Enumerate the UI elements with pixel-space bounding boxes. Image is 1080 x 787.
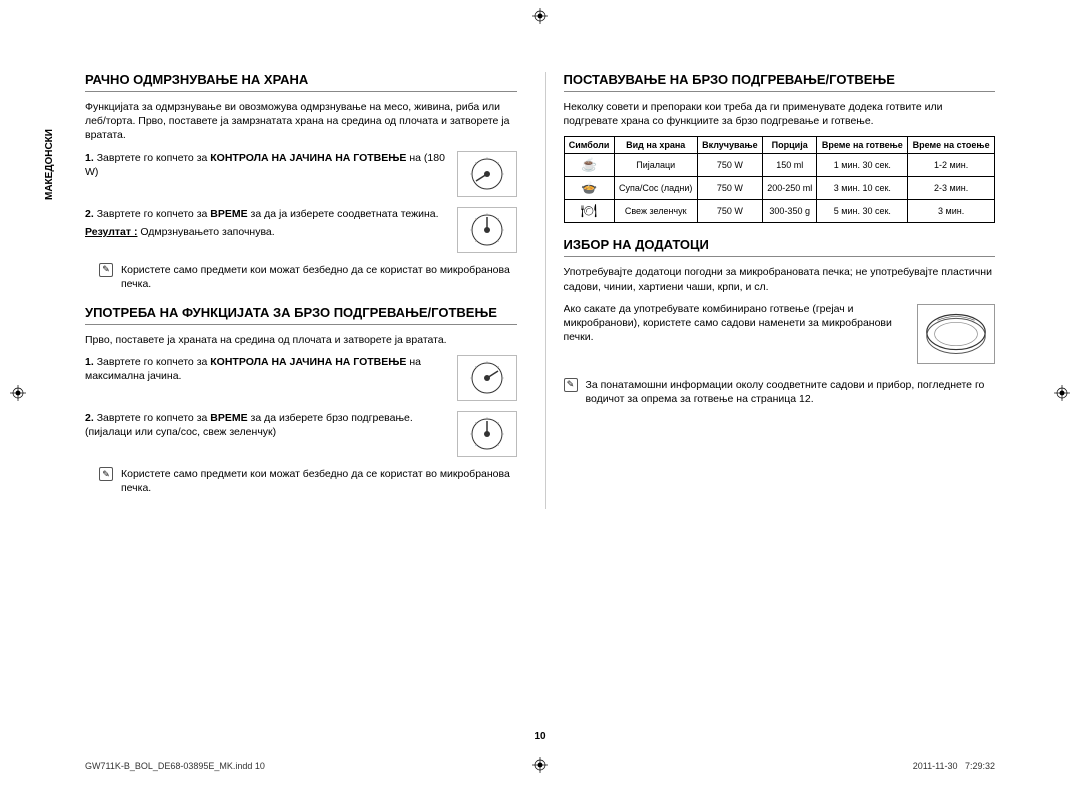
accessories-note-text: За понатамошни информации околу соодветн… <box>586 378 996 406</box>
power-dial-icon <box>457 151 517 197</box>
sec-defrost-title: РАЧНО ОДМРЗНУВАЊЕ НА ХРАНА <box>85 72 517 92</box>
page-columns: РАЧНО ОДМРЗНУВАЊЕ НА ХРАНА Функцијата за… <box>85 72 995 509</box>
symbol-cell: ☕ <box>564 154 614 177</box>
timer-dial-icon <box>457 207 517 253</box>
footer-time: 7:29:32 <box>965 761 995 771</box>
table-cell: 3 мин. 10 сек. <box>817 177 908 200</box>
table-cell: 200-250 ml <box>762 177 817 200</box>
t: КОНТРОЛА НА ЈАЧИНА НА ГОТВЕЊЕ <box>210 356 406 368</box>
table-header: Вклучување <box>697 137 762 154</box>
left-column: РАЧНО ОДМРЗНУВАЊЕ НА ХРАНА Функцијата за… <box>85 72 517 509</box>
reheat-note-text: Користете само предмети кои можат безбед… <box>121 467 517 495</box>
t: Завртете го копчето за <box>97 412 211 424</box>
registration-mark-icon <box>532 8 548 24</box>
defrost-step2-text: 2. Завртете го копчето за ВРЕМЕ за да ја… <box>85 207 447 239</box>
registration-mark-icon <box>10 385 26 401</box>
page-number: 10 <box>0 731 1080 742</box>
reheat-step2-text: 2. Завртете го копчето за ВРЕМЕ за да из… <box>85 411 447 439</box>
result-text: Одмрзнувањето започнува. <box>137 226 274 238</box>
step-num: 1. <box>85 356 97 368</box>
result-label: Резултат : <box>85 226 137 238</box>
registration-mark-icon <box>532 757 548 773</box>
sec-settings-title: ПОСТАВУВАЊЕ НА БРЗО ПОДГРЕВАЊЕ/ГОТВЕЊЕ <box>564 72 996 92</box>
note-icon: ✎ <box>99 263 113 277</box>
table-row: 🍽Свеж зеленчук750 W300-350 g5 мин. 30 се… <box>564 200 995 223</box>
table-cell: 5 мин. 30 сек. <box>817 200 908 223</box>
symbol-cell: 🍲 <box>564 177 614 200</box>
t: ВРЕМЕ <box>210 208 247 220</box>
sec-reheat-title: УПОТРЕБА НА ФУНКЦИЈАТА ЗА БРЗО ПОДГРЕВАЊ… <box>85 305 517 325</box>
sec-defrost-intro: Функцијата за одмрзнување ви овозможува … <box>85 100 517 143</box>
note-icon: ✎ <box>99 467 113 481</box>
step-num: 2. <box>85 208 97 220</box>
table-cell: 1-2 мин. <box>908 154 995 177</box>
note-icon: ✎ <box>564 378 578 392</box>
right-column: ПОСТАВУВАЊЕ НА БРЗО ПОДГРЕВАЊЕ/ГОТВЕЊЕ Н… <box>545 72 996 509</box>
table-row: ☕Пијалаци750 W150 ml1 мин. 30 сек.1-2 ми… <box>564 154 995 177</box>
sec-accessories-p1: Употребувајте додатоци погодни за микроб… <box>564 265 996 293</box>
sec-settings-intro: Неколку совети и препораки кои треба да … <box>564 100 996 128</box>
t: за да ја изберете соодветната тежина. <box>248 208 439 220</box>
defrost-note-text: Користете само предмети кои можат безбед… <box>121 263 517 291</box>
table-header: Вид на храна <box>614 137 697 154</box>
step-num: 1. <box>85 152 97 164</box>
table-cell: 750 W <box>697 177 762 200</box>
reheat-step2: 2. Завртете го копчето за ВРЕМЕ за да из… <box>85 411 517 457</box>
accessories-note: ✎ За понатамошни информации околу соодве… <box>564 378 996 406</box>
footer-date: 2011-11-30 <box>913 761 958 771</box>
defrost-step2: 2. Завртете го копчето за ВРЕМЕ за да ја… <box>85 207 517 253</box>
table-header: Време на готвење <box>817 137 908 154</box>
table-cell: 150 ml <box>762 154 817 177</box>
table-cell: 3 мин. <box>908 200 995 223</box>
accessories-block: Ако сакате да употребувате комбинирано г… <box>564 302 996 370</box>
power-dial-icon <box>457 355 517 401</box>
registration-mark-icon <box>1054 385 1070 401</box>
language-label: МАКЕДОНСКИ <box>44 129 55 200</box>
defrost-step1-text: 1. Завртете го копчето за КОНТРОЛА НА ЈА… <box>85 151 447 179</box>
reheat-step1: 1. Завртете го копчето за КОНТРОЛА НА ЈА… <box>85 355 517 401</box>
footer-file: GW711K-B_BOL_DE68-03895E_MK.indd 10 <box>85 761 265 771</box>
symbol-cell: 🍽 <box>564 200 614 223</box>
t: Завртете го копчето за <box>97 356 211 368</box>
table-header: Симболи <box>564 137 614 154</box>
table-cell: Супа/Сос (ладни) <box>614 177 697 200</box>
table-cell: Пијалаци <box>614 154 697 177</box>
table-header: Време на стоење <box>908 137 995 154</box>
reheat-note: ✎ Користете само предмети кои можат безб… <box>99 467 517 495</box>
table-cell: 1 мин. 30 сек. <box>817 154 908 177</box>
sec-reheat-intro: Прво, поставете ја храната на средина од… <box>85 333 517 347</box>
timer-dial-icon <box>457 411 517 457</box>
step-num: 2. <box>85 412 97 424</box>
settings-table: СимболиВид на хранаВклучувањеПорцијаВрем… <box>564 136 996 223</box>
reheat-step1-text: 1. Завртете го копчето за КОНТРОЛА НА ЈА… <box>85 355 447 383</box>
table-cell: 750 W <box>697 154 762 177</box>
t: КОНТРОЛА НА ЈАЧИНА НА ГОТВЕЊЕ <box>210 152 406 164</box>
t: Завртете го копчето за <box>97 152 211 164</box>
t: ВРЕМЕ <box>210 412 247 424</box>
defrost-note: ✎ Користете само предмети кои можат безб… <box>99 263 517 291</box>
table-row: 🍲Супа/Сос (ладни)750 W200-250 ml3 мин. 1… <box>564 177 995 200</box>
table-cell: Свеж зеленчук <box>614 200 697 223</box>
table-cell: 2-3 мин. <box>908 177 995 200</box>
defrost-step1: 1. Завртете го копчето за КОНТРОЛА НА ЈА… <box>85 151 517 197</box>
table-header: Порција <box>762 137 817 154</box>
table-cell: 300-350 g <box>762 200 817 223</box>
footer-datetime: 2011-11-30 7:29:32 <box>913 761 995 771</box>
t: Завртете го копчето за <box>97 208 211 220</box>
sec-accessories-title: ИЗБОР НА ДОДАТОЦИ <box>564 237 996 257</box>
accessory-image <box>917 304 995 364</box>
table-cell: 750 W <box>697 200 762 223</box>
